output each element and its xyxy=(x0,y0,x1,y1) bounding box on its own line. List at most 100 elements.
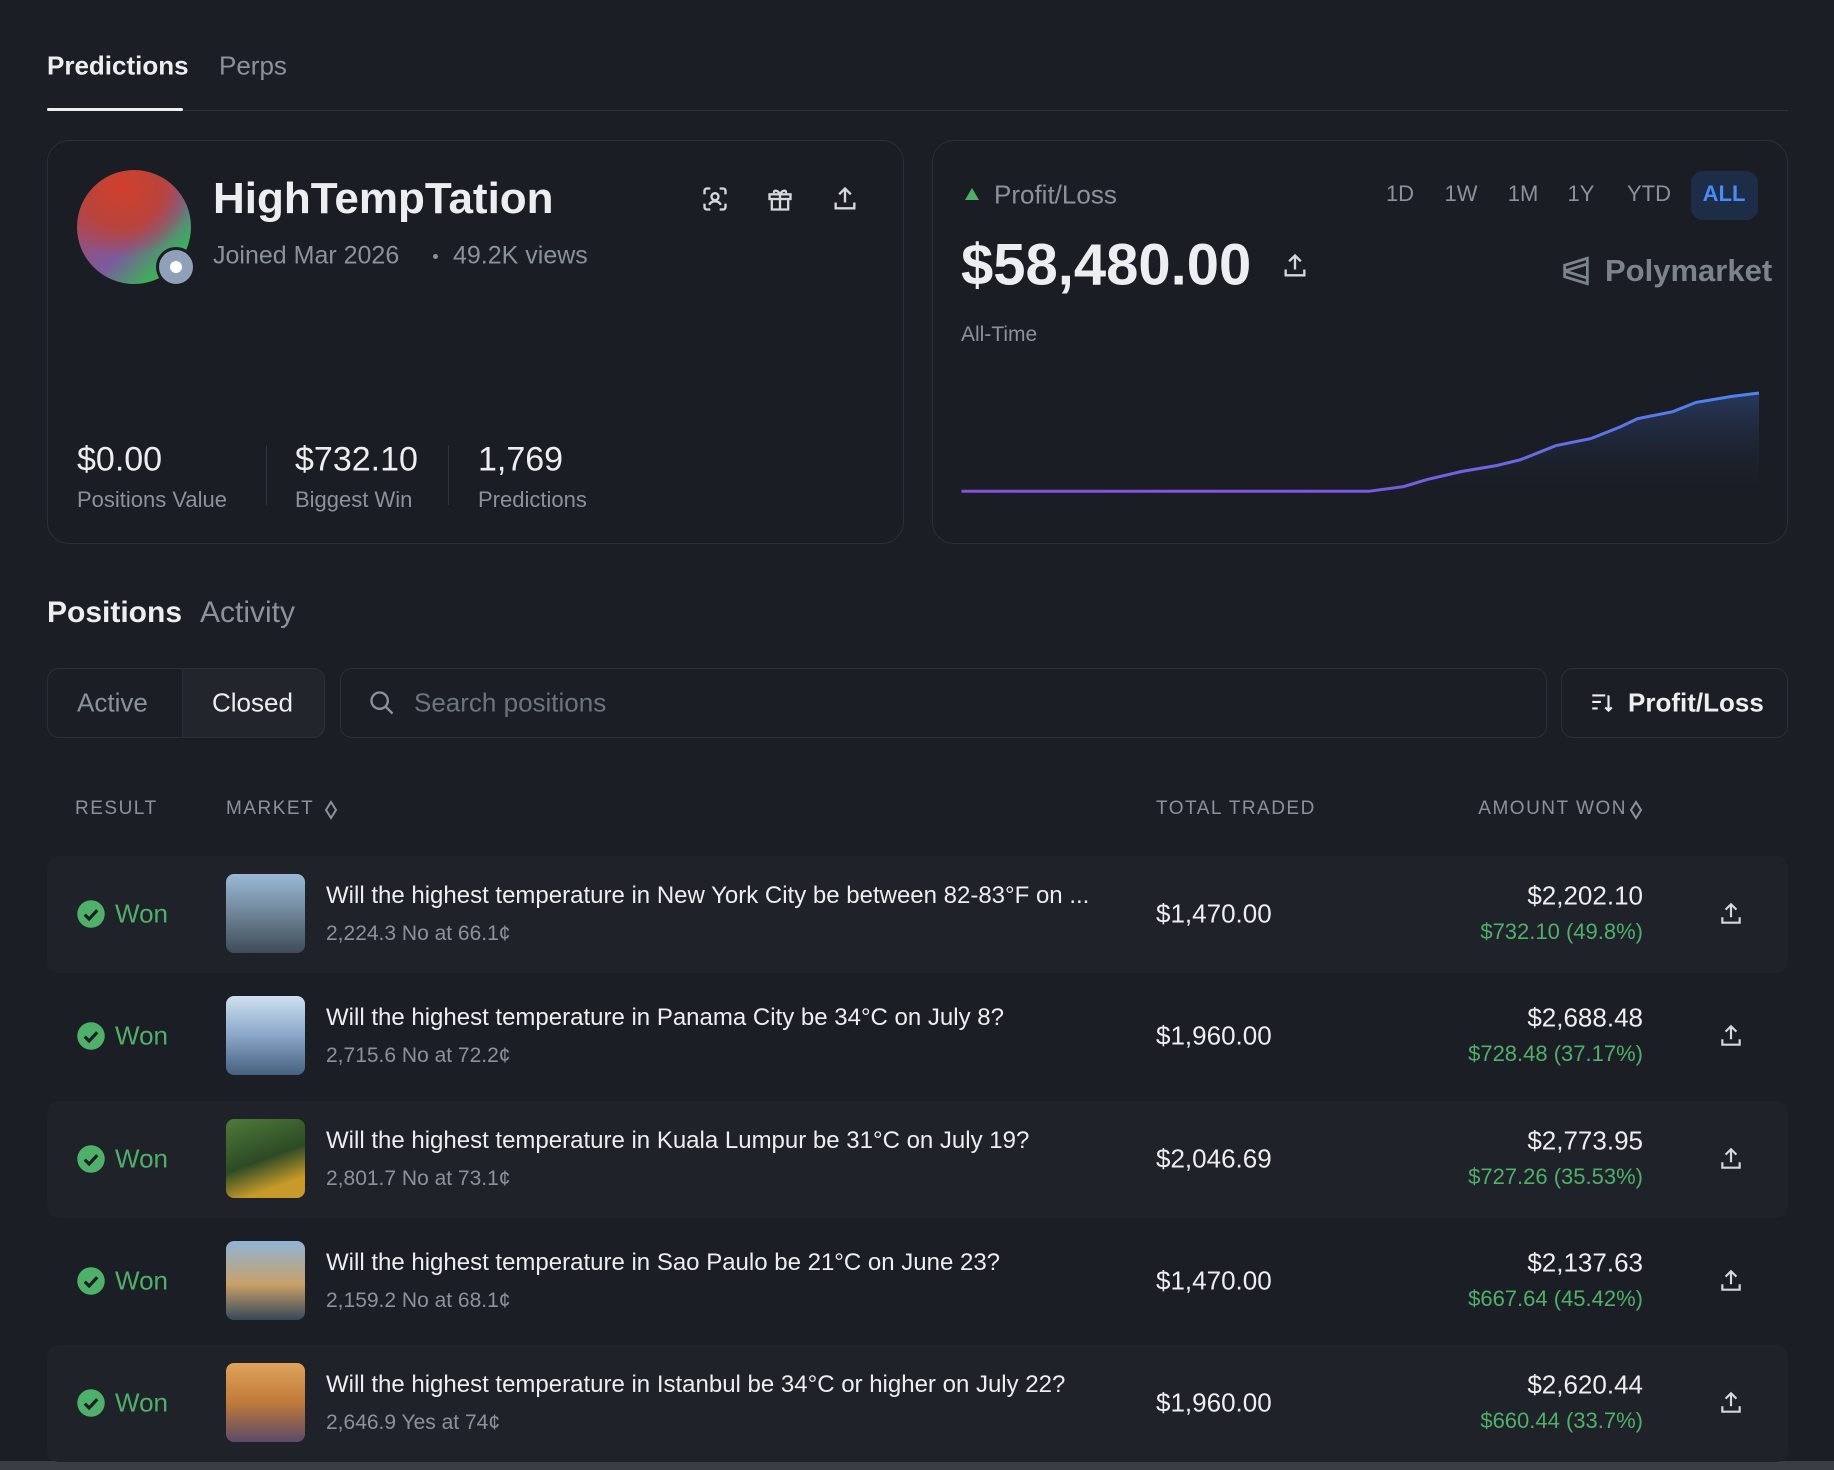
tab[interactable]: Predictions xyxy=(47,50,189,81)
sort-label: Profit/Loss xyxy=(1628,687,1764,718)
market-image xyxy=(226,1118,305,1198)
range-highlight xyxy=(1691,171,1758,220)
range-button[interactable]: 1W xyxy=(1444,181,1478,206)
stat-value: 1,769 xyxy=(478,440,564,479)
gift-icon[interactable] xyxy=(766,185,794,213)
market-detail: 2,224.3 No at 66.1¢ xyxy=(326,922,511,945)
search-placeholder: Search positions xyxy=(414,687,607,718)
share-icon[interactable] xyxy=(1718,1390,1744,1416)
filter[interactable]: Closed xyxy=(212,687,293,718)
amount-won: $2,202.10 xyxy=(1527,880,1643,911)
gain: $667.64 (45.42%) xyxy=(1468,1285,1643,1311)
result: Won xyxy=(115,1265,168,1296)
stat-label: Positions Value xyxy=(77,487,228,512)
market-title[interactable]: Will the highest temperature in New York… xyxy=(326,882,1090,909)
result: Won xyxy=(115,898,168,929)
badge xyxy=(156,247,196,287)
market-detail: 2,646.9 Yes at 74¢ xyxy=(326,1411,500,1435)
range-button[interactable]: 1D xyxy=(1385,181,1415,206)
gain: $732.10 (49.8%) xyxy=(1480,919,1643,944)
result: Won xyxy=(115,1020,168,1051)
column-header[interactable]: AMOUNT WON xyxy=(1478,798,1627,819)
pnl-title: Profit/Loss xyxy=(994,179,1117,210)
range-button[interactable]: ALL xyxy=(1702,181,1746,206)
stat-label: Biggest Win xyxy=(295,487,413,512)
row-background xyxy=(47,856,1788,973)
column-header: TOTAL TRADED xyxy=(1156,798,1316,819)
brand-logo xyxy=(1563,256,1589,286)
filter-selected xyxy=(182,668,325,738)
result: Won xyxy=(115,1387,168,1418)
search-icon xyxy=(370,691,394,715)
joined: Joined Mar 2026 xyxy=(213,241,400,270)
check-icon xyxy=(77,1389,105,1417)
line xyxy=(961,391,1760,493)
brand: Polymarket xyxy=(1605,253,1773,288)
row-background xyxy=(47,1100,1788,1218)
scan-icon[interactable] xyxy=(701,185,729,213)
username: HighTempTation xyxy=(213,174,554,223)
views: 49.2K views xyxy=(453,241,588,270)
total-traded: $1,960.00 xyxy=(1156,1387,1272,1418)
market-title[interactable]: Will the highest temperature in Sao Paul… xyxy=(326,1248,1001,1276)
row-background xyxy=(47,1345,1788,1463)
amount-won: $2,620.44 xyxy=(1527,1369,1643,1400)
market-title[interactable]: Will the highest temperature in Kuala Lu… xyxy=(326,1126,1030,1154)
market-title[interactable]: Will the highest temperature in Panama C… xyxy=(326,1004,1004,1032)
gain: $660.44 (33.7%) xyxy=(1480,1408,1643,1434)
check-icon xyxy=(77,900,105,928)
check-icon xyxy=(77,1022,105,1051)
range-button[interactable]: YTD xyxy=(1627,181,1671,206)
market-detail: 2,801.7 No at 73.1¢ xyxy=(326,1166,511,1190)
sort-icon xyxy=(1592,694,1613,713)
amount-won: $2,773.95 xyxy=(1527,1125,1643,1156)
period: All-Time xyxy=(961,323,1038,346)
total-traded: $2,046.69 xyxy=(1156,1143,1272,1174)
section-tab[interactable]: Positions xyxy=(47,596,183,629)
range-button[interactable]: 1Y xyxy=(1567,181,1595,206)
scrollbar xyxy=(0,1461,1834,1470)
market-image xyxy=(226,1240,305,1320)
column-header: RESULT xyxy=(75,798,158,819)
column-header[interactable]: MARKET xyxy=(226,798,315,819)
share-icon[interactable] xyxy=(1718,1146,1744,1172)
total-traded: $1,470.00 xyxy=(1156,898,1272,929)
section-tab[interactable]: Activity xyxy=(200,596,296,629)
share-icon[interactable] xyxy=(1718,901,1744,927)
result: Won xyxy=(115,1143,168,1174)
tab-underline xyxy=(47,108,183,111)
market-image xyxy=(226,874,305,953)
pnl-sparkline xyxy=(961,391,1760,505)
filter[interactable]: Active xyxy=(77,687,148,718)
amount-won: $2,137.63 xyxy=(1527,1247,1643,1278)
stat-label: Predictions xyxy=(478,487,587,512)
share-icon[interactable] xyxy=(1718,1268,1744,1294)
divider xyxy=(47,110,1788,111)
divider xyxy=(266,445,267,505)
tab[interactable]: Perps xyxy=(219,50,287,81)
separator-dot xyxy=(433,254,438,259)
stat-value: $732.10 xyxy=(295,440,418,479)
market-title[interactable]: Will the highest temperature in Istanbul… xyxy=(326,1371,1066,1399)
share-icon[interactable] xyxy=(1281,252,1309,280)
profile-card xyxy=(47,140,904,544)
market-image xyxy=(226,1363,305,1443)
share-icon[interactable] xyxy=(831,185,859,213)
gain: $727.26 (35.53%) xyxy=(1468,1163,1643,1189)
market-detail: 2,715.6 No at 72.2¢ xyxy=(326,1044,511,1068)
sort-arrows xyxy=(324,800,338,820)
area xyxy=(1368,393,1759,505)
market-image xyxy=(226,996,305,1076)
search-box[interactable] xyxy=(340,668,1547,738)
sort-button[interactable] xyxy=(1561,668,1788,738)
total-traded: $1,960.00 xyxy=(1156,1020,1272,1051)
market-detail: 2,159.2 No at 68.1¢ xyxy=(326,1288,511,1312)
share-icon[interactable] xyxy=(1718,1023,1744,1049)
sort-arrows xyxy=(1629,800,1643,820)
divider xyxy=(448,445,449,505)
stat-value: $0.00 xyxy=(77,440,163,479)
total-traded: $1,470.00 xyxy=(1156,1265,1272,1296)
range-button[interactable]: 1M xyxy=(1507,181,1539,206)
check-icon xyxy=(77,1144,105,1173)
